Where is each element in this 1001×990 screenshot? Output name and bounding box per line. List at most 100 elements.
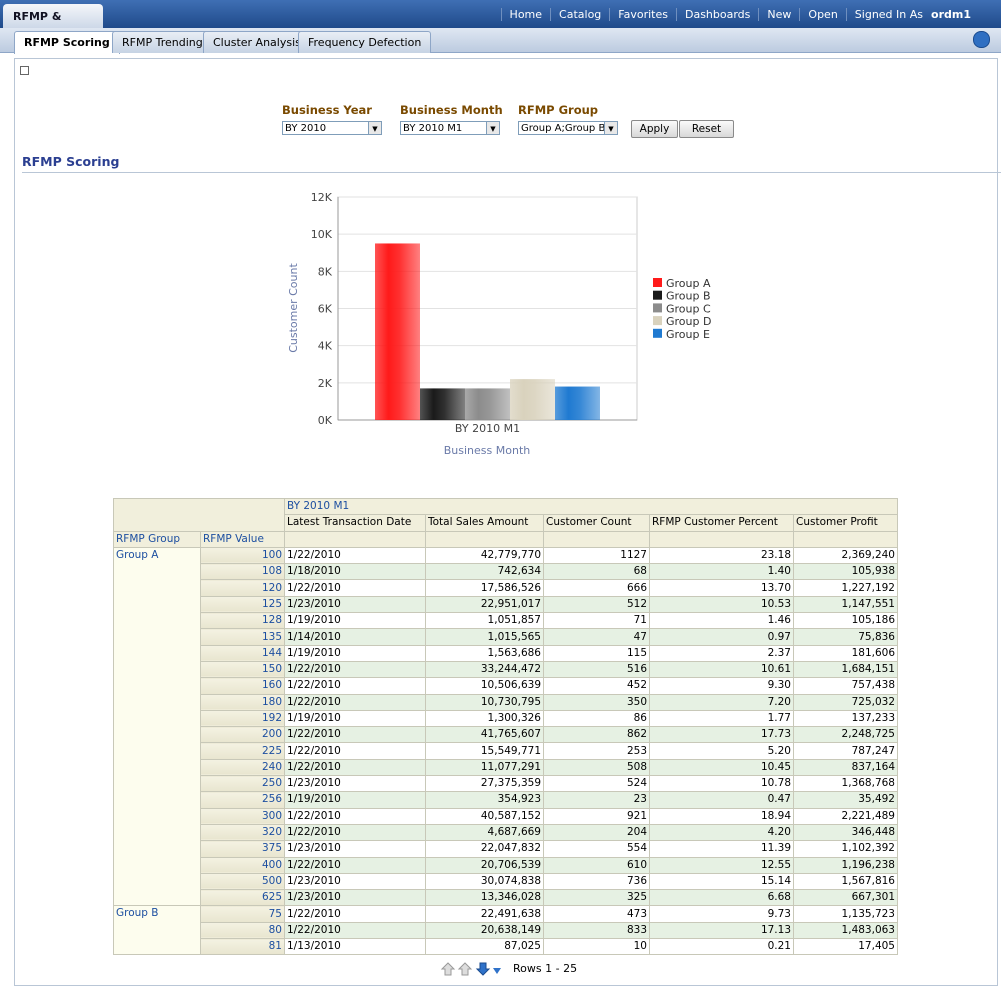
table-cell: 0.47 (649, 791, 794, 809)
column-group-header: BY 2010 M1 (284, 497, 898, 516)
table-cell: 1,015,565 (425, 628, 544, 646)
blank-cell (543, 530, 650, 548)
table-cell: 667,301 (793, 889, 898, 907)
table-row: 225 1/22/2010 15,549,771 253 5.20 787,247 (114, 742, 898, 760)
table-cell: 508 (543, 758, 650, 777)
pager-icons (440, 962, 501, 976)
legend-swatch (653, 278, 662, 287)
next-page[interactable] (475, 962, 491, 976)
legend-swatch (653, 328, 662, 338)
table-cell: 2.37 (649, 644, 794, 662)
table-row: 160 1/22/2010 10,506,639 452 9.30 757,438 (114, 677, 898, 695)
table-cell: 736 (543, 872, 650, 891)
table-cell: 1,300,326 (425, 709, 544, 728)
menu-item[interactable]: Favorites (609, 7, 676, 21)
table-cell: 787,247 (793, 742, 898, 760)
table-cell: 13.70 (649, 579, 794, 597)
table-row: 80 1/22/2010 20,638,149 833 17.13 1,483,063 (114, 921, 898, 940)
dropdown-arrow[interactable]: ▼ (604, 122, 617, 134)
table-cell: 17,586,526 (425, 579, 544, 597)
table-cell: 86 (543, 709, 650, 728)
prompt-select[interactable]: BY 2010 ▼ (282, 121, 382, 135)
tab[interactable]: RFMP Scoring (14, 31, 120, 54)
bar (555, 386, 600, 420)
menu-item[interactable]: Open (799, 7, 845, 21)
table-cell: 6.68 (649, 889, 794, 907)
collapse-icon[interactable] (20, 66, 29, 75)
prompt-select[interactable]: Group A;Group B ▼ (518, 121, 618, 135)
app-tab[interactable]: RFMP & Cluster (3, 4, 103, 49)
pivot-table: BY 2010 M1 Latest Transaction Date Total S… (113, 497, 898, 956)
table-cell: 1.46 (649, 612, 794, 630)
prompt-select[interactable]: BY 2010 M1 ▼ (400, 121, 500, 135)
table-cell: 1,563,686 (425, 644, 544, 662)
table-cell: 10.45 (649, 758, 794, 777)
reset-button[interactable]: Reset (679, 120, 734, 138)
table-cell: 554 (543, 840, 650, 858)
table-cell: 204 (543, 823, 650, 842)
x-tick-label: BY 2010 M1 (455, 422, 520, 435)
dropdown-arrow[interactable]: ▼ (368, 122, 381, 134)
menu-item[interactable]: Dashboards (675, 7, 758, 21)
table-cell: 4,687,669 (425, 823, 544, 842)
tab[interactable]: Frequency Defection (298, 31, 432, 53)
help-icon[interactable] (973, 31, 990, 48)
apply-button[interactable]: Apply (631, 120, 678, 138)
table-cell: 115 (543, 644, 650, 662)
table-cell: 1/19/2010 (284, 612, 426, 630)
rfmp-value: 625 (200, 889, 285, 907)
all-rows[interactable] (493, 968, 501, 974)
table-cell: 11,077,291 (425, 758, 544, 777)
table-row: 250 1/23/2010 27,375,359 524 10.78 1,368,768 (114, 775, 898, 793)
table-cell: 1/22/2010 (284, 807, 426, 825)
rfmp-value: 375 (200, 840, 285, 858)
rfmp-value: 80 (200, 921, 285, 940)
table-cell: 181,606 (793, 644, 898, 662)
dropdown-arrow[interactable]: ▼ (486, 122, 499, 134)
first-page[interactable] (440, 962, 456, 976)
menu-item[interactable]: Home (500, 7, 550, 21)
table-row: 200 1/22/2010 41,765,607 862 17.73 2,248,725 (114, 726, 898, 744)
menu-item[interactable]: Catalog (550, 7, 609, 21)
table-cell: 350 (543, 693, 650, 711)
table-cell: 1127 (543, 546, 650, 565)
table-cell: 833 (543, 921, 650, 940)
table-cell: 0.97 (649, 628, 794, 646)
x-axis-title: Business Month (444, 444, 531, 457)
table-row: 81 1/13/2010 87,025 10 0.21 17,405 (114, 938, 898, 956)
prompt-label: Business Year (282, 103, 372, 117)
top-bar: RFMP & Cluster Home Catalog Favorites Da… (0, 0, 1001, 49)
prev-page[interactable] (457, 962, 473, 976)
table-cell: 1,147,551 (793, 595, 898, 614)
table-cell: 10 (543, 938, 650, 956)
table-cell: 1,368,768 (793, 775, 898, 793)
section-title: RFMP Scoring (22, 154, 120, 169)
rfmp-value: 400 (200, 856, 285, 874)
table-row: Latest Transaction Date Total Sales Amoun… (114, 514, 898, 532)
table-cell: 5.20 (649, 742, 794, 760)
tab[interactable]: Cluster Analysis (203, 31, 311, 53)
table-cell: 1/22/2010 (284, 579, 426, 597)
row-header-title: RFMP Value (200, 530, 285, 548)
user[interactable]: ordm1 (931, 7, 971, 21)
table-cell: 1/22/2010 (284, 856, 426, 874)
table-cell: 33,244,472 (425, 660, 544, 679)
table-cell: 837,164 (793, 758, 898, 777)
table-cell: 2,221,489 (793, 807, 898, 825)
rfmp-value: 200 (200, 726, 285, 744)
menu-item[interactable]: New (758, 7, 799, 21)
table-cell: 10.53 (649, 595, 794, 614)
table-cell: 524 (543, 775, 650, 793)
rfmp-value: 256 (200, 791, 285, 809)
rfmp-value: 250 (200, 775, 285, 793)
table-row: 125 1/23/2010 22,951,017 512 10.53 1,147,551 (114, 595, 898, 614)
table-cell: 921 (543, 807, 650, 825)
table-cell: 15,549,771 (425, 742, 544, 760)
table-cell: 22,491,638 (425, 905, 544, 923)
tab[interactable]: RFMP Trending (112, 31, 213, 53)
table-cell: 137,233 (793, 709, 898, 728)
legend-swatch (653, 290, 662, 300)
legend-label: Group D (666, 315, 711, 328)
tab-bar: RFMP Scoring RFMP Trending Cluster Analy… (0, 28, 1001, 54)
table-cell: 10.78 (649, 775, 794, 793)
